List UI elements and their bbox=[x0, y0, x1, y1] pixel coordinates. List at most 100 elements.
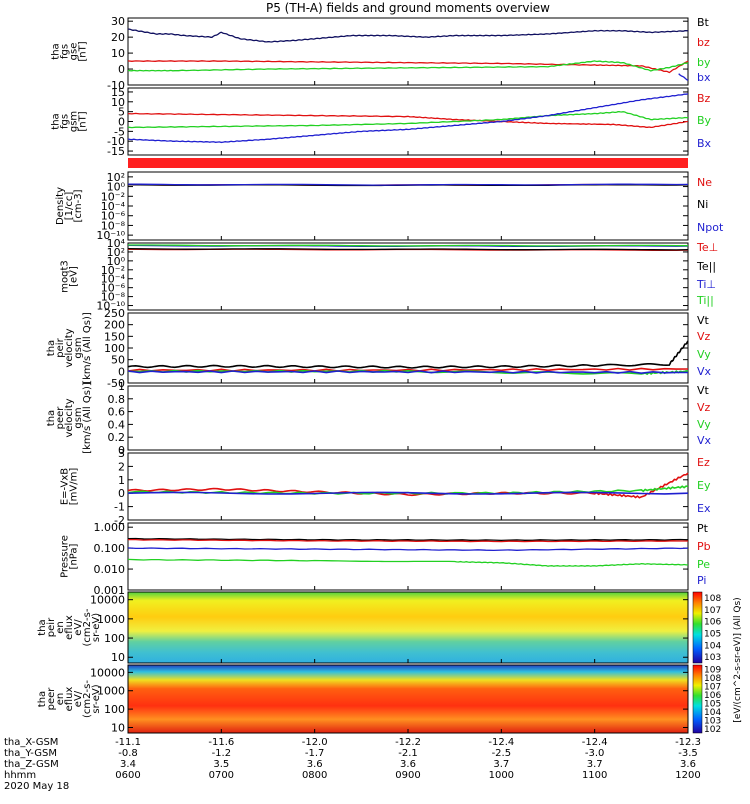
y-axis-label: peer bbox=[55, 406, 66, 430]
y-tick-label: 10⁴ bbox=[107, 237, 126, 250]
y-tick-label: 0 bbox=[118, 444, 125, 457]
series-line-Bz bbox=[127, 112, 689, 129]
y-tick-label: 100 bbox=[104, 342, 125, 355]
y-axis-label: gse bbox=[69, 43, 80, 61]
y-tick-label: 10000 bbox=[90, 594, 125, 607]
y-tick-label: 2 bbox=[118, 460, 125, 473]
y-axis-label: [km/s (All Qs)] bbox=[82, 312, 93, 384]
series-line-Bt bbox=[127, 28, 689, 43]
y-axis-label: [cm-3] bbox=[73, 189, 84, 222]
y-axis-label: tha bbox=[37, 691, 48, 707]
series-line-Pe bbox=[127, 558, 688, 567]
y-tick-label: 10⁻² bbox=[101, 190, 125, 203]
y-tick-label: 20 bbox=[111, 31, 125, 44]
legend-entry: Te⊥ bbox=[696, 241, 718, 254]
date-label: 2020 May 18 bbox=[4, 781, 69, 792]
y-axis-label: moqt3 bbox=[60, 260, 71, 293]
x-axis-row-label: tha_Z-GSM bbox=[4, 759, 59, 770]
legend-entry: Ex bbox=[697, 502, 711, 515]
series-line-Npot bbox=[127, 183, 689, 186]
panel-frame bbox=[127, 171, 689, 241]
x-axis-row-label: tha_X-GSM bbox=[4, 737, 58, 748]
legend-entry: Ne bbox=[697, 176, 712, 189]
y-tick-label: 10⁻¹⁰ bbox=[96, 300, 125, 313]
y-tick-label: 10⁻⁸ bbox=[101, 291, 126, 304]
x-tick-label: 3.5 bbox=[213, 759, 229, 770]
legend-entry: Vt bbox=[697, 314, 710, 327]
series-line-Te|| bbox=[127, 247, 689, 251]
series-line-Bx bbox=[127, 93, 689, 144]
y-axis-label: sr-eV) bbox=[91, 684, 102, 713]
y-tick-label: 10² bbox=[107, 171, 125, 184]
y-tick-label: -50 bbox=[107, 377, 125, 390]
legend-entry: Pe bbox=[697, 558, 710, 571]
y-tick-label: 0 bbox=[118, 63, 125, 76]
y-tick-label: -10 bbox=[107, 79, 125, 92]
y-tick-label: -10 bbox=[107, 135, 125, 148]
y-tick-label: 10000 bbox=[90, 666, 125, 679]
plot-title: P5 (TH-A) fields and ground moments over… bbox=[266, 1, 550, 15]
legend-entry: Pi bbox=[697, 574, 706, 587]
y-tick-label: 1 bbox=[118, 474, 125, 487]
x-tick-label: 1200 bbox=[675, 770, 700, 781]
legend-entry: Ey bbox=[697, 479, 711, 492]
x-tick-label: 3.7 bbox=[493, 759, 509, 770]
colorbar bbox=[692, 664, 703, 734]
y-tick-label: 1000 bbox=[97, 613, 125, 626]
x-tick-label: 3.6 bbox=[307, 759, 323, 770]
legend-entry: Vy bbox=[697, 348, 711, 361]
y-axis-label: Density bbox=[55, 187, 66, 225]
colorbar-label: [eV/(cm^2-s-sr-eV)] (All Qs) bbox=[733, 597, 743, 722]
y-tick-label: 0.100 bbox=[94, 542, 126, 555]
x-tick-label: 3.4 bbox=[120, 759, 136, 770]
legend-entry: Vx bbox=[697, 365, 712, 378]
y-tick-label: 10⁰ bbox=[107, 181, 126, 194]
y-axis-label: (cm2-s- bbox=[82, 608, 93, 646]
series-line-by bbox=[127, 60, 689, 72]
y-axis-label: [eV] bbox=[69, 266, 80, 287]
y-tick-label: 10 bbox=[111, 651, 125, 664]
x-axis-row-label: tha_Y-GSM bbox=[4, 748, 57, 759]
colorbar bbox=[692, 591, 703, 664]
y-axis-label: [1/cc] bbox=[64, 192, 75, 221]
y-tick-label: 10⁻⁸ bbox=[101, 219, 126, 232]
y-axis-label: en bbox=[55, 621, 66, 634]
y-tick-label: 0.4 bbox=[108, 418, 126, 431]
x-tick-label: 3.6 bbox=[680, 759, 696, 770]
y-tick-label: -15 bbox=[107, 145, 125, 158]
x-tick-label: 3.7 bbox=[587, 759, 603, 770]
legend-entry: Vz bbox=[697, 401, 711, 414]
y-tick-label: 150 bbox=[104, 330, 125, 343]
legend-entry: By bbox=[697, 114, 712, 127]
y-tick-label: -1 bbox=[114, 501, 125, 514]
y-tick-label: -2 bbox=[114, 514, 125, 527]
y-tick-label: 0 bbox=[118, 487, 125, 500]
series-line-Pt bbox=[127, 537, 689, 542]
legend-entry: Bz bbox=[697, 92, 711, 105]
colorbar-tick: 105 bbox=[704, 629, 721, 639]
x-tick-label: -11.1 bbox=[115, 737, 141, 748]
y-axis-label: [nT] bbox=[78, 41, 89, 61]
y-axis-label: tha bbox=[46, 410, 57, 426]
y-tick-label: 10⁻⁶ bbox=[101, 282, 126, 295]
y-tick-label: 0 bbox=[118, 365, 125, 378]
y-axis-label: gsm bbox=[69, 111, 80, 132]
y-tick-label: 1 bbox=[118, 380, 125, 393]
legend-entry: Pt bbox=[697, 522, 709, 535]
series-line-bx bbox=[678, 73, 689, 81]
x-tick-label: -0.8 bbox=[118, 748, 138, 759]
x-tick-label: -1.2 bbox=[212, 748, 232, 759]
y-axis-label: [km/s (All Qs)] bbox=[82, 382, 93, 454]
y-axis-label: eflux bbox=[64, 615, 75, 640]
series-line-Ez bbox=[127, 472, 689, 499]
legend-entry: Vy bbox=[697, 418, 711, 431]
legend-entry: bx bbox=[697, 71, 711, 84]
x-axis-row-label: hhmm bbox=[4, 770, 36, 781]
legend-entry: Npot bbox=[697, 221, 724, 234]
series-line-Vt bbox=[127, 340, 689, 369]
y-axis-label: tha bbox=[37, 619, 48, 635]
y-tick-label: 15 bbox=[111, 86, 125, 99]
y-tick-label: 50 bbox=[111, 354, 125, 367]
